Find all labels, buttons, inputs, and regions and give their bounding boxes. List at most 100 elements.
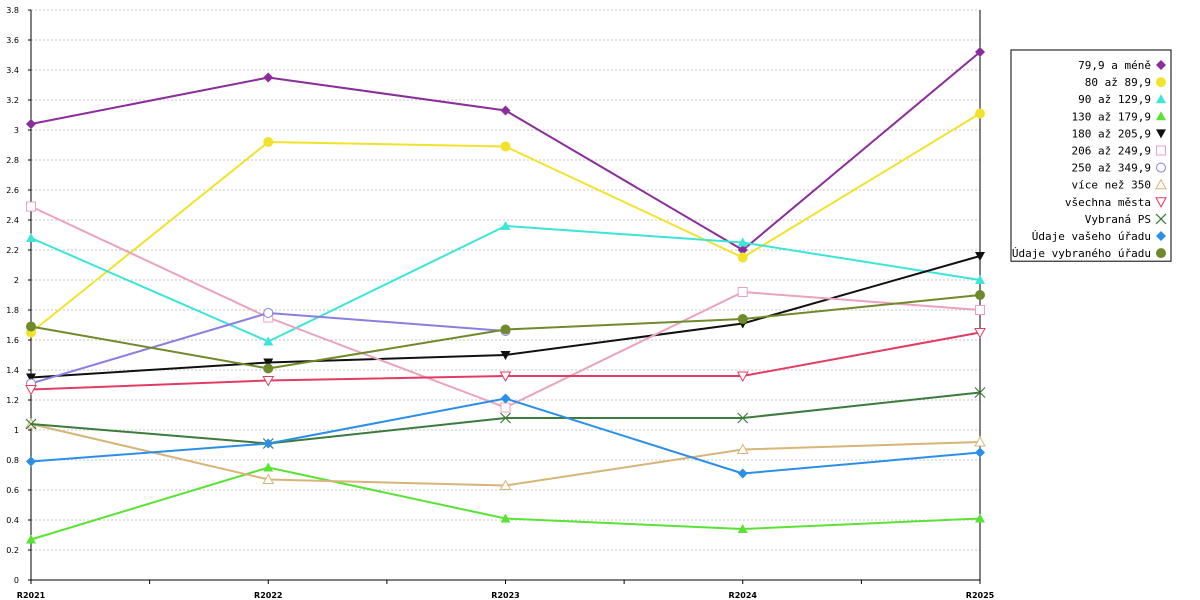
data-point [25,418,37,430]
data-point [736,371,749,383]
legend: 79,9 a méně 80 až 89,9 90 až 129,9 130 až 1… [1010,49,1172,262]
data-point [975,513,985,523]
y-tick-label: 3.8 [6,6,19,15]
legend-label: Údaje vašeho úřadu [1032,230,1151,243]
data-point [26,321,36,332]
data-point [500,221,511,230]
y-tick-label: 1 [14,426,19,435]
x-tick-label: R2021 [17,591,46,600]
data-point [737,314,748,324]
legend-label: 79,9 a méně [1078,59,1151,72]
x-marker-stroke [974,387,986,398]
series-line [30,423,981,487]
series-line [30,225,981,343]
legend-label: 180 až 205,9 [1072,127,1151,140]
data-point [974,387,986,398]
legend-label: 130 až 179,9 [1072,110,1151,123]
series-group [25,47,986,544]
data-point [975,305,985,315]
legend-marker [1156,77,1166,88]
x-axis-ticks: R2021 R2022 R2023 R2024 R2025 [17,580,995,600]
legend-label: všechna města [1065,196,1151,209]
y-tick-label: 3.6 [6,36,19,45]
data-point [500,393,511,404]
x-marker-stroke [1155,213,1167,225]
data-point [263,438,274,449]
data-point [975,290,985,300]
legend-marker [1156,94,1166,104]
data-point [500,513,511,523]
x-tick-label: R2023 [491,591,519,600]
legend-marker [1155,213,1167,225]
legend-label: Vybraná PS [1085,213,1151,226]
data-point [26,456,36,467]
data-point [263,358,274,368]
x-tick-label: R2025 [966,591,995,600]
data-point [500,402,511,413]
data-point [974,435,986,447]
data-point [974,328,986,339]
data-point [26,119,36,129]
data-point [737,237,748,247]
data-point [500,351,511,360]
y-axis-ticks: 0 0.2 0.4 0.6 0.8 1 1.2 1.4 1.6 1.8 2 2.2 2.4 2.6 2.8 3… [6,6,31,585]
data-point [975,275,985,284]
legend-label: 80 až 89,9 [1085,76,1151,89]
legend-label: více než 350 [1072,179,1151,192]
y-tick-label: 0.2 [6,546,19,555]
y-tick-label: 2.6 [6,186,19,195]
x-tick-label: R2022 [254,591,282,600]
data-point [737,245,748,255]
y-tick-label: 0 [14,576,19,585]
x-marker-stroke [25,418,37,430]
data-point [499,479,512,490]
data-point [262,473,275,484]
series-1 [26,108,985,338]
data-point [263,137,274,147]
series-10 [26,393,985,479]
series-line [30,466,981,541]
series-7 [25,417,986,490]
legend-label: Údaje vybraného úřadu [1012,247,1151,260]
data-point [500,324,511,335]
data-point [975,447,985,458]
series-9 [25,387,986,449]
series-11 [26,290,985,374]
data-point [737,412,749,424]
data-point [500,412,511,424]
data-point [975,47,985,57]
y-tick-label: 1.4 [6,366,19,375]
y-tick-label: 2.4 [6,216,19,225]
data-point [26,233,36,242]
y-tick-label: 3 [14,126,19,135]
data-point [25,385,37,396]
y-tick-label: 1.6 [6,336,19,345]
data-point [263,336,274,346]
data-point [500,141,511,152]
data-point [975,252,985,261]
y-tick-label: 0.4 [6,516,19,525]
data-point [737,287,748,297]
data-point [263,308,274,318]
data-point [263,462,274,472]
y-tick-label: 1.8 [6,306,19,315]
legend-label: 250 až 349,9 [1072,162,1151,175]
data-point [499,371,512,383]
series-3 [26,462,985,544]
legend-marker [1156,60,1166,70]
y-tick-label: 0.6 [6,486,19,495]
legend-marker [1156,145,1166,156]
data-point [26,373,36,383]
legend-marker [1156,162,1166,173]
data-point [263,72,274,83]
data-point [26,201,36,212]
legend-marker [1156,248,1166,259]
data-point [736,443,749,454]
y-tick-label: 2.2 [6,246,19,255]
data-point [500,105,511,116]
series-2 [26,221,985,346]
x-tick-label: R2024 [729,591,758,600]
x-marker-stroke [737,412,749,424]
data-point [262,376,275,387]
